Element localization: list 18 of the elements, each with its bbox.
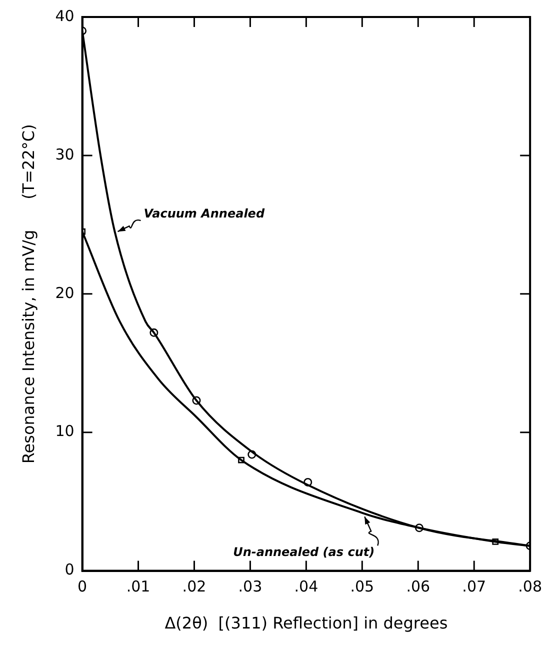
text: Un-annealed (as cut) [233,544,375,559]
x-tick-label: .01 [126,578,150,596]
x-tick-label: .08 [518,578,542,596]
x-tick-label: .04 [294,578,318,596]
y-tick-label: 0 [64,560,74,579]
y-tick-label: 10 [55,422,74,440]
x-axis-title: Δ(2θ) [(311) Reflection] in degrees [164,614,448,633]
x-tick-label: .03 [238,578,262,596]
x-tick-label: .02 [182,578,206,596]
y-axis-title: Resonance Intensity, in mV/g (T=22°C) [18,124,38,464]
x-tick-label: 0 [78,578,88,596]
x-tick-label: .06 [406,578,430,596]
y-tick-label: 40 [55,6,74,25]
y-tick-label: 30 [55,145,74,164]
y-tick-label: 20 [55,284,74,302]
x-tick-label: .07 [462,578,486,596]
x-tick-label: .05 [350,578,374,596]
text: Vacuum Annealed [144,206,265,221]
